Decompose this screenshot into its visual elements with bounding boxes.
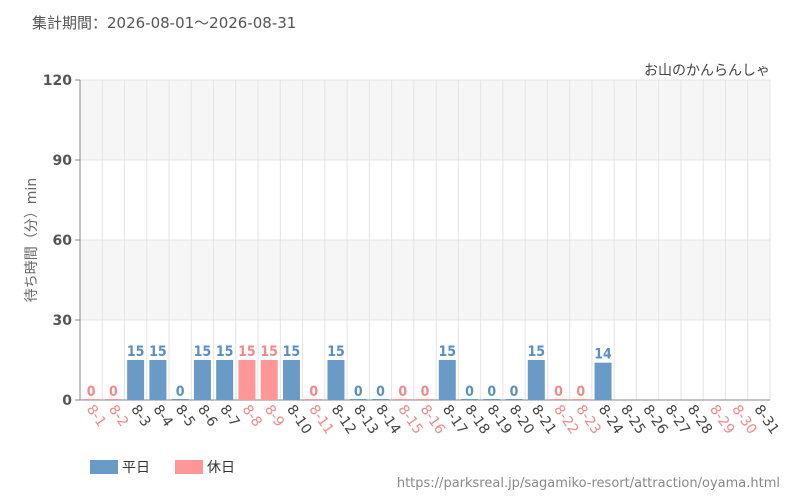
bar-8-21	[527, 360, 545, 400]
x-tick-label-8-6: 8-6	[194, 402, 220, 430]
bars	[82, 360, 612, 400]
bar-8-16	[416, 399, 434, 400]
bar-8-11	[305, 399, 323, 400]
value-label-8-10: 15	[283, 344, 301, 360]
value-label-8-18: 0	[465, 384, 474, 400]
value-label-8-23: 0	[576, 384, 585, 400]
value-label-8-4: 15	[149, 344, 167, 360]
value-label-8-9: 15	[260, 344, 278, 360]
y-axis-label: 待ち時間（分）min	[24, 178, 40, 302]
bar-8-15	[394, 399, 412, 400]
source-url: https://parksreal.jp/sagamiko-resort/att…	[397, 476, 780, 491]
legend-label-weekday: 平日	[122, 460, 150, 476]
value-label-8-22: 0	[554, 384, 563, 400]
value-label-8-17: 15	[438, 344, 456, 360]
y-tick-label: 120	[43, 73, 72, 89]
value-label-8-11: 0	[309, 384, 318, 400]
plot-background	[80, 80, 770, 400]
legend-swatch-weekday	[90, 460, 118, 474]
bar-8-2	[104, 399, 122, 400]
bar-8-19	[483, 399, 501, 400]
period-label: 集計期間：2026-08-01～2026-08-31	[32, 14, 296, 32]
y-tick-labels: 0 30 60 90 120	[43, 73, 72, 409]
value-label-8-12: 15	[327, 344, 345, 360]
value-label-8-16: 0	[421, 384, 430, 400]
bar-8-22	[550, 399, 568, 400]
y-tick-label: 60	[53, 233, 73, 249]
value-label-8-2: 0	[109, 384, 118, 400]
y-tick-label: 0	[62, 393, 72, 409]
bar-8-9	[260, 360, 278, 400]
legend: 平日 休日	[90, 460, 235, 476]
bar-8-12	[327, 360, 345, 400]
y-tick-label: 90	[53, 153, 73, 169]
value-label-8-7: 15	[216, 344, 234, 360]
value-label-8-21: 15	[528, 344, 546, 360]
bar-8-17	[438, 360, 456, 400]
value-label-8-19: 0	[487, 384, 496, 400]
x-tick-label-8-1: 8-1	[83, 402, 109, 430]
x-tick-label-8-4: 8-4	[150, 402, 176, 430]
x-tick-labels: 8-18-28-38-48-58-68-78-88-98-108-118-128…	[83, 402, 782, 437]
bar-8-7	[216, 360, 234, 400]
value-label-8-14: 0	[376, 384, 385, 400]
x-tick-label-8-3: 8-3	[127, 402, 153, 430]
plot-band	[80, 80, 770, 160]
x-tick-label-8-9: 8-9	[261, 402, 287, 430]
x-tick-label-8-7: 8-7	[216, 402, 242, 430]
value-label-8-15: 0	[398, 384, 407, 400]
x-tick-label-8-31: 8-31	[751, 402, 782, 437]
bar-8-3	[127, 360, 145, 400]
attraction-name: お山のかんらんしゃ	[644, 63, 770, 79]
x-tick-label-8-5: 8-5	[172, 402, 198, 430]
value-label-8-20: 0	[510, 384, 519, 400]
plot-band	[80, 240, 770, 320]
value-label-8-6: 15	[194, 344, 212, 360]
value-label-8-1: 0	[87, 384, 96, 400]
legend-label-holiday: 休日	[207, 460, 235, 476]
bar-8-8	[238, 360, 256, 400]
bar-8-4	[149, 360, 167, 400]
legend-swatch-holiday	[175, 460, 203, 474]
bar-8-24	[594, 362, 612, 400]
bar-8-1	[82, 399, 100, 400]
x-tick-label-8-2: 8-2	[105, 402, 131, 430]
value-label-8-3: 15	[127, 344, 145, 360]
bar-8-10	[282, 360, 300, 400]
value-label-8-8: 15	[238, 344, 256, 360]
value-label-8-24: 14	[594, 347, 612, 363]
x-tick-label-8-8: 8-8	[239, 402, 265, 430]
bar-8-6	[193, 360, 211, 400]
y-tick-label: 30	[53, 313, 73, 329]
bar-8-5	[171, 399, 189, 400]
bar-8-13	[349, 399, 367, 400]
bar-8-18	[461, 399, 479, 400]
plot-band	[80, 160, 770, 240]
value-label-8-5: 0	[176, 384, 185, 400]
bar-8-14	[371, 399, 389, 400]
bar-8-23	[572, 399, 590, 400]
bar-8-20	[505, 399, 523, 400]
value-label-8-13: 0	[354, 384, 363, 400]
